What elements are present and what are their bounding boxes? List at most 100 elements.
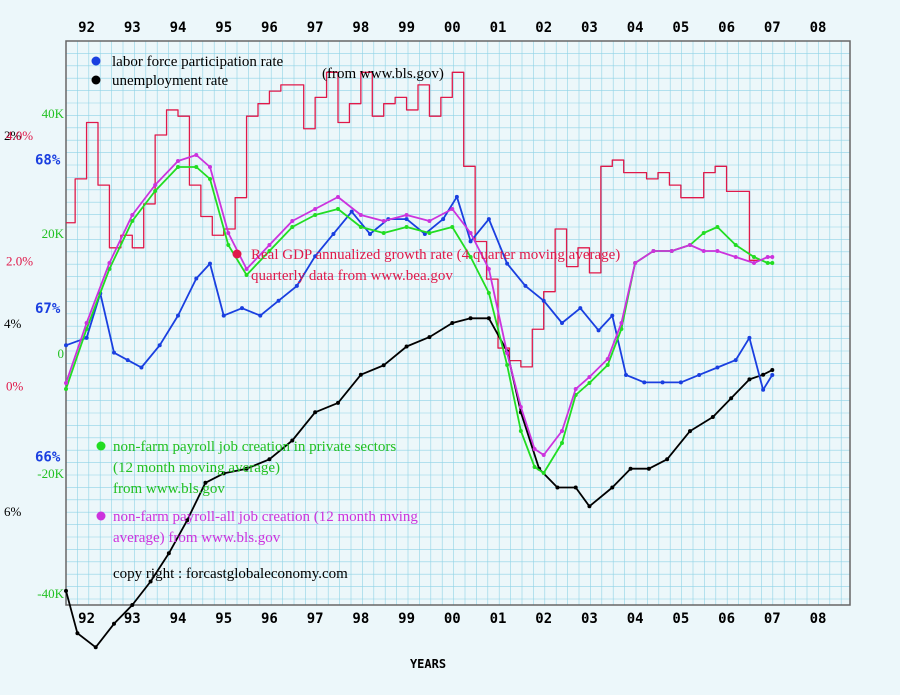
data-point-lfpr: [157, 343, 162, 348]
legend-label-gdp: Real GDP annualized growth rate (4 quart…: [251, 247, 620, 263]
data-point-all: [765, 255, 770, 259]
data-point-all: [130, 213, 135, 217]
x-tick-label-bottom: 00: [444, 611, 461, 627]
data-point-lfpr: [441, 217, 446, 222]
x-tick-label-bottom: 97: [307, 611, 324, 627]
data-point-unemp: [93, 645, 98, 650]
data-point-all: [313, 207, 318, 211]
data-point-private: [427, 231, 432, 235]
x-tick-label-bottom: 08: [810, 611, 827, 627]
legend-label-all-payroll: non-farm payroll-all job creation (12 mo…: [113, 509, 418, 525]
data-point-all: [605, 357, 610, 361]
data-point-private: [541, 471, 546, 475]
data-point-lfpr: [454, 194, 459, 199]
data-point-all: [404, 213, 409, 217]
data-point-all: [733, 255, 738, 259]
data-point-lfpr: [560, 321, 564, 325]
data-point-private: [176, 165, 180, 169]
data-point-unemp: [75, 631, 80, 636]
legend-label-private-payroll: non-farm payroll job creation in private…: [113, 439, 396, 455]
data-point-all: [427, 219, 432, 223]
legend-marker-private-payroll: [96, 441, 106, 451]
data-point-unemp: [665, 457, 670, 462]
data-point-all: [194, 153, 199, 157]
data-point-all: [244, 267, 249, 271]
data-point-unemp: [244, 466, 249, 471]
x-tick-label-bottom: 02: [535, 611, 552, 627]
data-point-unemp: [166, 551, 171, 556]
data-point-lfpr: [523, 283, 528, 288]
data-point-unemp: [486, 316, 491, 321]
data-point-private: [267, 249, 272, 253]
x-tick-label-bottom: 05: [672, 611, 689, 627]
data-point-all: [336, 195, 340, 199]
data-point-all: [64, 381, 68, 385]
data-point-lfpr: [258, 313, 263, 318]
data-point-lfpr: [747, 335, 752, 340]
data-point-all: [752, 261, 756, 265]
data-point-all: [587, 375, 592, 379]
data-point-private: [770, 261, 775, 265]
data-point-private: [701, 231, 706, 235]
data-point-all: [541, 453, 546, 457]
data-point-lfpr: [715, 365, 720, 370]
y-tick-label-jobs: 40K: [42, 106, 65, 121]
data-point-unemp: [628, 466, 633, 471]
data-point-private: [313, 213, 318, 217]
x-tick-labels: 92 92 93 93 94 94 95 95 96 96 97 97 98 98 99 99 00 00 01 01…: [78, 20, 826, 627]
x-tick-label-top: 01: [490, 20, 507, 36]
x-tick-label-top: 05: [672, 20, 689, 36]
data-point-lfpr: [208, 261, 212, 266]
data-point-all: [107, 261, 112, 265]
data-point-all: [450, 207, 455, 211]
data-point-unemp: [221, 471, 226, 476]
data-point-unemp: [404, 344, 409, 349]
data-point-private: [64, 387, 68, 391]
data-point-lfpr: [64, 343, 68, 348]
data-point-lfpr: [541, 298, 546, 303]
data-point-all: [619, 321, 624, 325]
plot-frame: [65, 40, 851, 606]
data-point-unemp: [450, 321, 455, 325]
legend-label-gdp-source: quarterly data from www.bea.gov: [251, 268, 453, 284]
data-point-unemp: [290, 438, 295, 443]
series-line-unemp: [65, 317, 773, 649]
data-point-lfpr: [194, 276, 199, 281]
data-point-private: [226, 243, 231, 247]
x-tick-label-top: 07: [764, 20, 781, 36]
data-point-private: [381, 231, 386, 235]
data-point-unemp: [381, 363, 386, 368]
data-point-all: [486, 267, 491, 271]
x-tick-label-bottom: 06: [718, 611, 735, 627]
data-point-lfpr: [770, 372, 775, 377]
y-tick-label-gdp: 4.0%: [6, 128, 33, 143]
x-tick-label-bottom: 04: [627, 611, 644, 627]
data-point-unemp: [203, 480, 208, 485]
data-point-all: [560, 429, 564, 433]
data-point-private: [358, 225, 363, 229]
source-note: (from www.bls.gov): [322, 66, 444, 82]
data-point-unemp: [587, 504, 592, 509]
x-tick-label-top: 99: [398, 20, 415, 36]
data-point-private: [752, 255, 756, 259]
x-axis-label: YEARS: [410, 657, 446, 671]
data-point-all: [715, 249, 720, 253]
data-point-lfpr: [176, 313, 180, 318]
data-point-lfpr: [112, 350, 116, 355]
data-point-lfpr: [349, 209, 354, 214]
y-tick-label-lfpr: 67%: [35, 301, 61, 317]
x-tick-label-bottom: 92: [78, 611, 95, 627]
data-point-lfpr: [240, 306, 244, 311]
gridlines: [65, 40, 850, 605]
data-point-unemp: [770, 368, 775, 372]
data-point-all: [226, 231, 231, 235]
data-point-all: [381, 219, 386, 223]
legend: labor force participation rate unemploym…: [91, 54, 620, 582]
data-point-all: [208, 165, 212, 169]
data-point-unemp: [336, 400, 340, 405]
data-point-unemp: [729, 396, 734, 401]
x-tick-label-bottom: 96: [261, 611, 278, 627]
data-point-all: [573, 387, 578, 391]
legend-label-private-payroll-avg: (12 month moving average): [113, 460, 280, 476]
